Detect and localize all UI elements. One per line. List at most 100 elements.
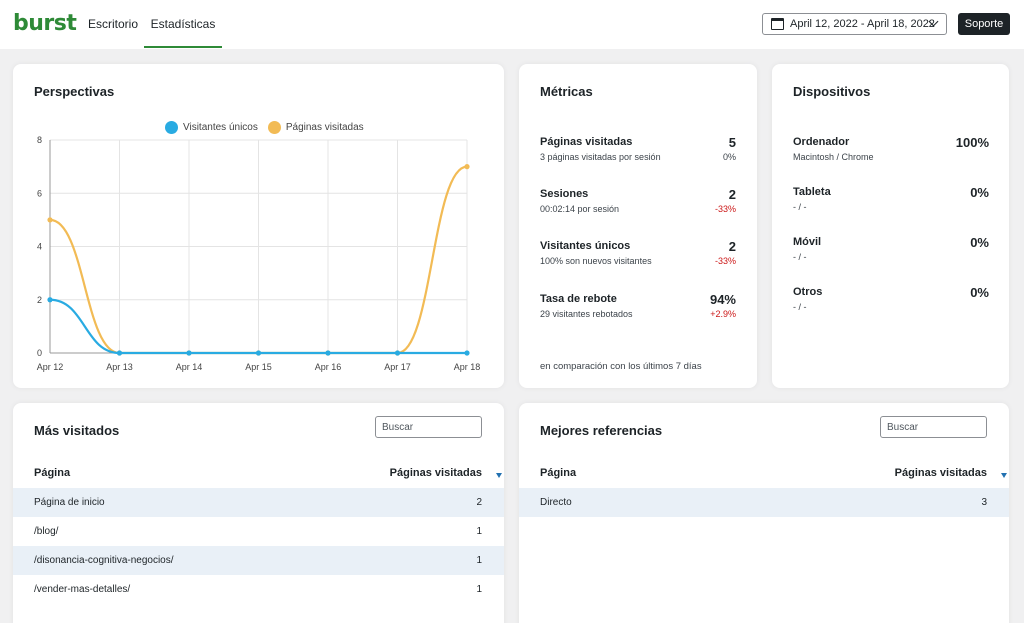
data-point-visitors <box>325 350 331 356</box>
metric-label: Visitantes únicos <box>540 240 631 252</box>
chart-legend: Visitantes únicos Páginas visitadas <box>165 121 364 134</box>
burst-logo[interactable]: burst <box>13 11 77 36</box>
metric-label: Tasa de rebote <box>540 293 617 305</box>
date-range-label: April 12, 2022 - April 18, 2022 <box>790 18 935 30</box>
most-visited-search-input[interactable] <box>375 416 482 438</box>
metric-bounce-rate: Tasa de rebote 29 visitantes rebotados 9… <box>540 292 736 319</box>
cell-page: Directo <box>540 497 572 508</box>
y-tick-label: 6 <box>37 188 42 198</box>
device-value: 0% <box>970 235 989 250</box>
legend-swatch-visitors <box>165 121 178 134</box>
metric-change: -33% <box>714 204 736 214</box>
table-row[interactable]: Directo 3 <box>519 488 1009 517</box>
x-tick-label: Apr 15 <box>245 362 272 372</box>
cell-count: 1 <box>476 584 482 595</box>
y-tick-label: 0 <box>37 348 42 358</box>
insights-title: Perspectivas <box>34 84 115 99</box>
device-other: Otros - / - 0% <box>793 285 989 312</box>
device-sub: Macintosh / Chrome <box>793 152 874 162</box>
column-header-pageviews[interactable]: Páginas visitadas <box>894 467 987 479</box>
x-tick-label: Apr 17 <box>384 362 411 372</box>
legend-label-pageviews[interactable]: Páginas visitadas <box>285 122 364 133</box>
metric-label: Sesiones <box>540 188 589 200</box>
y-tick-label: 2 <box>37 295 42 305</box>
cell-page: Página de inicio <box>34 497 105 508</box>
legend-label-visitors[interactable]: Visitantes únicos <box>183 122 258 133</box>
column-header-page[interactable]: Página <box>540 467 577 479</box>
data-point-visitors <box>255 350 262 356</box>
top-referrers-card: Mejores referencias Página Páginas visit… <box>519 403 1009 623</box>
device-mobile: Móvil - / - 0% <box>793 235 989 262</box>
metric-value: 2 <box>728 187 736 202</box>
cell-page: /blog/ <box>34 526 59 537</box>
metric-unique-visitors: Visitantes únicos 100% son nuevos visita… <box>540 239 736 266</box>
device-tablet: Tableta - / - 0% <box>793 185 989 212</box>
x-tick-label: Apr 18 <box>454 362 481 372</box>
column-header-page[interactable]: Página <box>34 467 71 479</box>
data-point-visitors <box>47 297 53 303</box>
data-point-visitors <box>394 350 401 356</box>
metric-value: 5 <box>728 135 736 150</box>
metric-sub: 00:02:14 por sesión <box>540 204 620 214</box>
metric-sub: 100% son nuevos visitantes <box>540 256 652 266</box>
tab-estadisticas[interactable]: Estadísticas <box>144 17 222 48</box>
support-button[interactable]: Soporte <box>958 13 1010 35</box>
metric-sub: 29 visitantes rebotados <box>540 309 633 319</box>
device-label: Móvil <box>793 236 822 248</box>
table-row[interactable]: /vender-mas-detalles/ 1 <box>13 575 504 604</box>
most-visited-title: Más visitados <box>34 423 120 438</box>
most-visited-card: Más visitados Página Páginas visitadas P… <box>13 403 504 623</box>
date-range-picker[interactable]: April 12, 2022 - April 18, 2022 <box>762 13 947 35</box>
sort-desc-icon[interactable] <box>1001 473 1007 478</box>
cell-page: /disonancia-cognitiva-negocios/ <box>34 555 174 566</box>
metric-change: -33% <box>714 256 736 266</box>
device-desktop: Ordenador Macintosh / Chrome 100% <box>793 135 989 162</box>
x-tick-label: Apr 16 <box>315 362 342 372</box>
metrics-title: Métricas <box>540 84 593 99</box>
calendar-icon <box>771 18 784 30</box>
table-row[interactable]: /disonancia-cognitiva-negocios/ 1 <box>13 546 504 575</box>
top-navigation-bar: burst Escritorio Estadísticas April 12, … <box>0 0 1024 49</box>
data-point-visitors <box>186 350 192 356</box>
device-label: Otros <box>793 286 823 298</box>
metric-change: +2.9% <box>710 309 736 319</box>
devices-card: Dispositivos Ordenador Macintosh / Chrom… <box>772 64 1009 388</box>
metrics-card: Métricas Páginas visitadas 3 páginas vis… <box>519 64 757 388</box>
data-point-pageviews <box>464 164 470 170</box>
device-value: 0% <box>970 185 989 200</box>
device-label: Ordenador <box>793 136 850 148</box>
data-point-visitors <box>464 350 470 356</box>
metric-label: Páginas visitadas <box>540 136 633 148</box>
y-tick-label: 4 <box>37 242 42 252</box>
metric-value: 94% <box>709 292 736 307</box>
cell-count: 3 <box>981 497 987 508</box>
cell-count: 1 <box>476 555 482 566</box>
y-tick-label: 8 <box>37 135 42 145</box>
referrers-table-header: Página Páginas visitadas <box>519 463 1009 485</box>
cell-count: 2 <box>476 497 482 508</box>
most-visited-table-header: Página Páginas visitadas <box>13 463 504 485</box>
table-row[interactable]: /blog/ 1 <box>13 517 504 546</box>
x-tick-label: Apr 13 <box>106 362 133 372</box>
metric-sub: 3 páginas visitadas por sesión <box>540 152 661 162</box>
x-tick-label: Apr 12 <box>37 362 64 372</box>
metric-pageviews: Páginas visitadas 3 páginas visitadas po… <box>540 135 736 162</box>
device-sub: - / - <box>793 302 807 312</box>
table-row[interactable]: Página de inicio 2 <box>13 488 504 517</box>
legend-swatch-pageviews <box>267 121 281 134</box>
sort-desc-icon[interactable] <box>496 473 502 478</box>
device-sub: - / - <box>793 202 807 212</box>
devices-title: Dispositivos <box>793 84 871 99</box>
metric-change: 0% <box>722 152 736 162</box>
metric-value: 2 <box>728 239 736 254</box>
device-value: 100% <box>955 135 989 150</box>
tab-escritorio[interactable]: Escritorio <box>88 17 139 31</box>
referrers-search-input[interactable] <box>880 416 987 438</box>
referrers-title: Mejores referencias <box>540 423 663 438</box>
insights-card: Perspectivas Visitantes únicos Páginas v… <box>13 64 504 388</box>
device-label: Tableta <box>793 186 831 198</box>
column-header-pageviews[interactable]: Páginas visitadas <box>389 467 482 479</box>
cell-page: /vender-mas-detalles/ <box>34 584 131 595</box>
insights-line-chart: 0 2 4 6 8 Apr 12 Apr 13 Apr 14 Apr 15 Apr 16 Apr 1… <box>37 135 481 372</box>
device-value: 0% <box>970 285 989 300</box>
